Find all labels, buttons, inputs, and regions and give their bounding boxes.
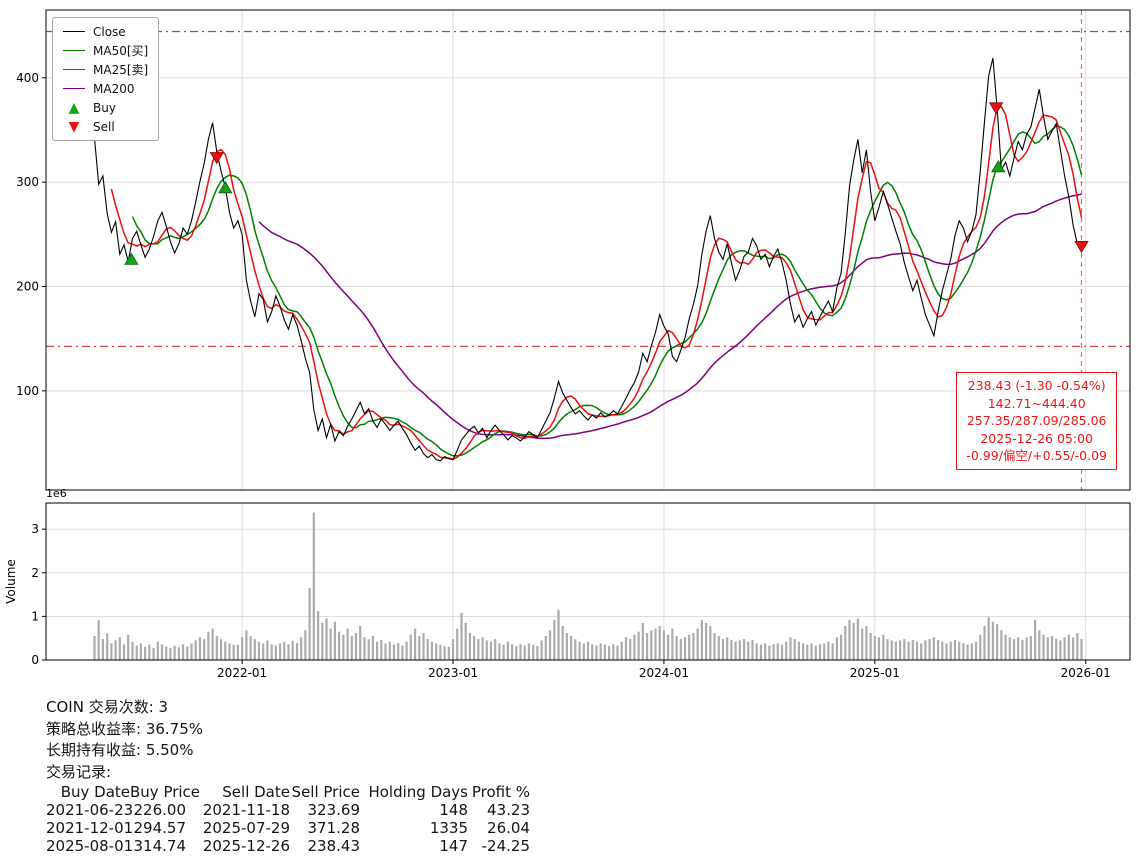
info-line-datetime: 2025-12-26 05:00 — [980, 430, 1093, 446]
trade-cell: 371.28 — [307, 819, 361, 837]
x-tick-label: 2026-01 — [1061, 666, 1111, 680]
legend-item-ma25: MA25[卖] — [63, 62, 148, 77]
trade-col-header: Profit % — [471, 783, 530, 801]
ma50-line-swatch — [63, 50, 85, 51]
summary-trade-count: COIN 交易次数: 3 — [46, 698, 169, 716]
sell-marker — [209, 152, 225, 165]
sell-marker — [988, 102, 1004, 115]
trade-cell: 2025-12-26 — [202, 837, 290, 855]
close-line — [93, 57, 1082, 462]
legend-label: MA50[买] — [93, 44, 149, 58]
x-tick-label: 2022-01 — [217, 666, 267, 680]
legend-label: MA25[卖] — [93, 63, 149, 77]
ma50-line — [131, 125, 1083, 457]
trade-cell: 2021-11-18 — [202, 801, 290, 819]
buy-marker-icon: ▲ — [68, 99, 80, 116]
trade-col-header: Holding Days — [368, 783, 468, 801]
price-lines — [93, 57, 1083, 462]
trade-col-header: Buy Price — [130, 783, 201, 801]
trade-cell: 2021-12-01 — [46, 819, 134, 837]
trade-cell: 2025-08-01 — [46, 837, 134, 855]
volume-tick-label: 1 — [31, 609, 39, 623]
price-tick-label: 300 — [16, 175, 39, 189]
trade-cell: 323.69 — [307, 801, 361, 819]
trade-cell: 238.43 — [307, 837, 361, 855]
quote-info-box: 238.43 (-1.30 -0.54%) 142.71~444.40 257.… — [956, 372, 1117, 470]
strategy-summary: COIN 交易次数: 3 策略总收益率: 36.75% 长期持有收益: 5.50… — [46, 697, 530, 855]
trade-markers — [124, 102, 1089, 265]
legend-label: Buy — [93, 100, 116, 115]
volume-bars — [93, 512, 1083, 660]
legend-item-buy: ▲ Buy — [63, 100, 148, 115]
volume-axes-frame — [45, 502, 1131, 661]
trade-cell: 226.00 — [133, 801, 187, 819]
legend-item-sell: ▼ Sell — [63, 119, 148, 134]
legend-label: Sell — [93, 119, 115, 134]
trade-cell: 147 — [439, 837, 468, 855]
volume-tick-label: 0 — [31, 653, 39, 667]
trade-cell: 148 — [439, 801, 468, 819]
sell-marker — [1074, 241, 1089, 254]
trade-records-table: Buy Date Buy Price Sell Date Sell Price Hold… — [46, 783, 530, 855]
x-tick-label: 2023-01 — [428, 666, 478, 680]
price-tick-label: 100 — [16, 384, 39, 398]
trade-cell: 314.74 — [133, 837, 187, 855]
price-tick-label: 200 — [16, 280, 39, 294]
trade-cell: 1335 — [429, 819, 468, 837]
summary-hold-return: 长期持有收益: 5.50% — [46, 741, 194, 759]
buy-marker — [124, 252, 139, 265]
trade-cell: 43.23 — [487, 801, 530, 819]
buy-marker — [990, 160, 1006, 173]
info-line-range: 142.71~444.40 — [987, 395, 1086, 411]
ma25-line — [110, 105, 1083, 460]
volume-ylabel: Volume — [4, 559, 18, 604]
trade-col-header: Sell Price — [291, 783, 360, 801]
info-line-bias: -0.99/偏空/+0.55/-0.09 — [966, 448, 1107, 464]
volume-tick-label: 2 — [31, 566, 39, 580]
volume-offset-label: 1e6 — [46, 487, 67, 500]
trade-col-header: Buy Date — [60, 783, 130, 801]
close-line-swatch — [63, 31, 85, 32]
ma200-line-swatch — [63, 88, 85, 89]
trade-cell: -24.25 — [481, 837, 530, 855]
price-tick-label: 400 — [16, 71, 39, 85]
summary-strategy-return: 策略总收益率: 36.75% — [46, 719, 204, 738]
trade-cell: 26.04 — [487, 819, 530, 837]
trade-cell: 294.57 — [133, 819, 187, 837]
legend-item-ma200: MA200 — [63, 81, 148, 96]
legend-item-ma50: MA50[买] — [63, 43, 148, 58]
legend-label: MA200 — [93, 81, 135, 96]
trade-cell: 2021-06-23 — [46, 801, 134, 819]
trade-cell: 2025-07-29 — [202, 819, 290, 837]
volume-tick-label: 3 — [31, 522, 39, 536]
ma25-line-swatch — [63, 69, 85, 70]
sell-marker-icon: ▼ — [68, 118, 80, 135]
axes: 100 200 300 400 0 1 2 3 2022-01 2023-01 2024-01 202… — [4, 9, 1131, 680]
x-tick-label: 2025-01 — [850, 666, 900, 680]
trade-col-header: Sell Date — [222, 783, 290, 801]
x-tick-label: 2024-01 — [639, 666, 689, 680]
legend-label: Close — [93, 24, 126, 39]
grid-lines — [46, 10, 1130, 661]
info-line-price: 238.43 (-1.30 -0.54%) — [967, 378, 1106, 393]
chart-legend: Close MA50[买] MA25[卖] MA200 ▲ Buy ▼ Sell — [52, 17, 160, 141]
summary-records-label: 交易记录: — [46, 762, 112, 781]
info-line-ma: 257.35/287.09/285.06 — [966, 413, 1107, 429]
legend-item-close: Close — [63, 24, 148, 39]
buy-marker — [218, 181, 233, 194]
ma200-line — [258, 193, 1082, 440]
price-axes-frame — [45, 9, 1131, 491]
